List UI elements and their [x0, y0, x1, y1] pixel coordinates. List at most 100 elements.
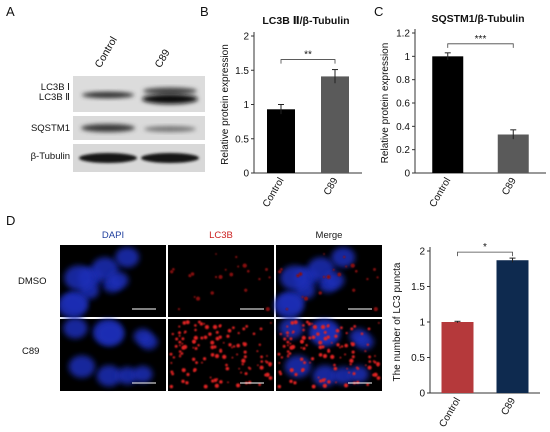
x-tick-label: C89	[500, 176, 519, 198]
lc3-punctum	[178, 355, 182, 358]
lc3-punctum	[232, 326, 235, 330]
lc3-punctum	[343, 255, 346, 259]
lc3-punctum	[339, 346, 341, 349]
lc3-punctum	[227, 381, 229, 384]
lc3-punctum	[350, 342, 353, 344]
lc3-punctum	[216, 378, 218, 381]
bar-control	[432, 56, 464, 174]
lc3-punctum	[278, 270, 282, 274]
lc3-punctum	[293, 320, 298, 325]
lc3-punctum	[311, 384, 316, 389]
lc3-punctum	[296, 274, 300, 278]
lc3-punctum	[374, 355, 376, 357]
lc3-punctum	[218, 335, 222, 339]
lc3-punctum	[302, 347, 306, 351]
y-tick-label: 0	[419, 389, 425, 400]
channel-label-lc3b: LC3B	[209, 230, 233, 241]
y-axis-label: Relative protein expression	[380, 43, 391, 164]
lc3-punctum	[268, 376, 273, 380]
lc3-punctum	[364, 350, 367, 353]
lc3-punctum	[203, 335, 208, 340]
lc3-punctum	[179, 353, 182, 356]
lc3-punctum	[305, 320, 309, 324]
y-tick-label: 0.5	[411, 353, 425, 364]
lc3-punctum	[367, 327, 371, 331]
lc3-punctum	[309, 361, 311, 364]
lc3-punctum	[373, 268, 376, 271]
y-tick-label: 1	[419, 318, 425, 329]
lc3-punctum	[268, 361, 272, 366]
blot-label-sqstm1: SQSTM1	[30, 123, 70, 134]
lc3-punctum	[247, 366, 251, 369]
lc3-punctum	[236, 353, 239, 356]
lc3-punctum	[335, 328, 340, 333]
lc3-punctum	[242, 327, 246, 331]
lc3-punctum	[244, 288, 248, 292]
lc3-punctum	[349, 358, 354, 363]
y-axis-label: The number of LC3 puncta	[392, 262, 403, 381]
lc3-punctum	[184, 330, 187, 333]
y-tick-label: 0.5	[235, 134, 249, 145]
lc3-punctum	[286, 355, 290, 358]
lc3-punctum	[171, 372, 175, 376]
lc3-punctum	[280, 268, 283, 271]
lc3-punctum	[303, 361, 306, 365]
band-tubulin-c89	[141, 153, 199, 163]
x-tick-label: Control	[437, 396, 463, 429]
lc3-punctum	[333, 363, 336, 367]
lc3-punctum	[227, 328, 232, 333]
lc3-punctum	[269, 364, 272, 367]
nucleus	[96, 365, 122, 387]
lc3-punctum	[322, 354, 328, 359]
significance-marker: **	[304, 50, 312, 61]
y-tick-label: 0.8	[396, 75, 410, 86]
band-lc3b2-c89	[142, 94, 198, 104]
lc3-punctum	[346, 367, 348, 370]
lc3-punctum	[376, 276, 379, 279]
lc3-punctum	[193, 367, 197, 372]
lc3-punctum	[228, 343, 232, 347]
nucleus	[349, 328, 368, 345]
lc3-punctum	[210, 345, 215, 350]
lc3-punctum	[360, 332, 364, 336]
lc3-punctum	[318, 340, 323, 345]
bar-c89	[497, 134, 529, 173]
lc3-punctum	[208, 332, 212, 336]
lc3-punctum	[308, 336, 312, 340]
lc3-punctum	[171, 332, 175, 336]
channel-label-merge: Merge	[315, 230, 343, 241]
lc3-punctum	[179, 344, 181, 347]
lc3-punctum	[178, 334, 181, 337]
lc3-punctum	[327, 349, 331, 353]
nucleus	[108, 271, 129, 289]
lc3-punctum	[293, 381, 297, 385]
nucleus	[312, 365, 338, 387]
tile-dapi-c89	[60, 317, 166, 391]
lc3-punctum	[185, 320, 190, 325]
lc3-punctum	[169, 384, 174, 389]
lc3-punctum	[257, 364, 259, 367]
lc3-punctum	[212, 324, 218, 330]
y-tick-label: 0	[404, 169, 410, 180]
lc3-punctum	[222, 354, 227, 359]
lc3-punctum	[215, 253, 217, 255]
lc3-punctum	[366, 383, 370, 386]
lc3-punctum	[178, 325, 181, 328]
lc3-punctum	[368, 355, 371, 359]
lc3-punctum	[345, 332, 348, 335]
lc3-punctum	[353, 325, 357, 328]
nucleus	[133, 328, 152, 345]
lc3-punctum	[219, 380, 223, 384]
lc3-punctum	[218, 324, 222, 328]
lc3-punctum	[351, 355, 355, 359]
y-tick-label: 1	[404, 52, 410, 63]
lc3-punctum	[204, 325, 209, 330]
lc3-punctum	[192, 346, 195, 349]
lc3-punctum	[376, 361, 380, 366]
lc3-punctum	[344, 383, 349, 388]
lc3-punctum	[317, 376, 320, 379]
lc3-punctum	[197, 344, 200, 347]
nucleus	[96, 322, 124, 346]
lc3-punctum	[181, 379, 185, 384]
lc3-punctum	[280, 356, 284, 359]
